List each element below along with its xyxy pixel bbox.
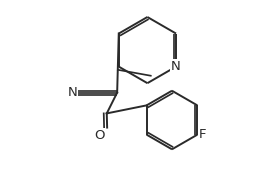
Text: N: N <box>67 86 77 99</box>
Text: N: N <box>171 60 181 73</box>
Text: F: F <box>199 128 206 141</box>
Text: O: O <box>94 129 104 142</box>
